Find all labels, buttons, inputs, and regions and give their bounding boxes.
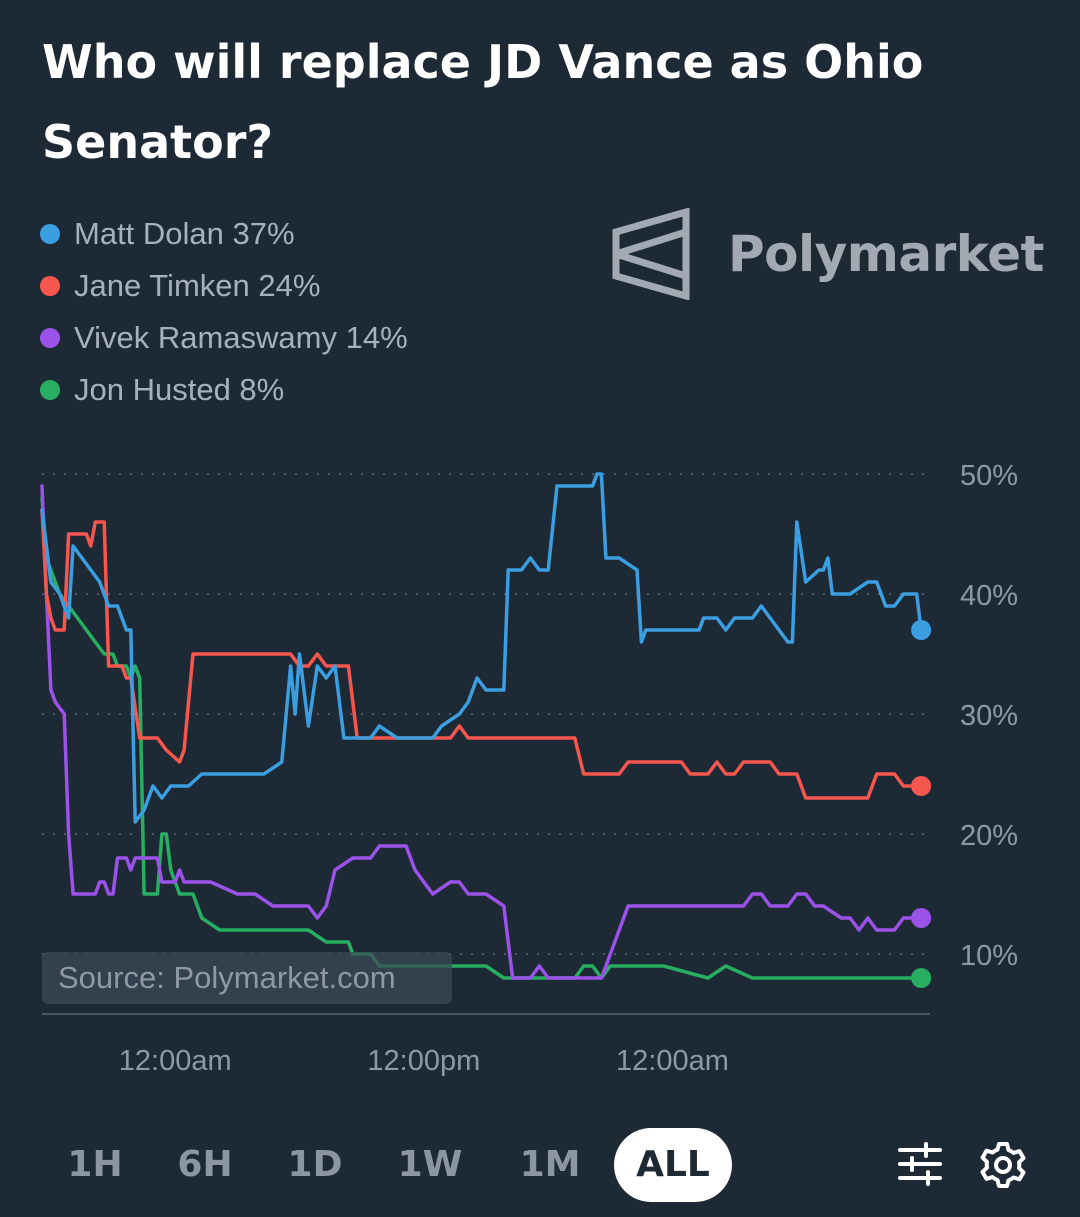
settings-button[interactable] xyxy=(978,1140,1030,1192)
series-line-jane-timken xyxy=(40,508,923,800)
legend-dot-jon-husted xyxy=(40,380,60,400)
brand-name: Polymarket xyxy=(728,225,1044,283)
legend-label: Matt Dolan 37% xyxy=(74,216,295,251)
y-tick-label: 20% xyxy=(960,820,1018,852)
legend-dot-matt-dolan xyxy=(40,224,60,244)
legend-dot-jane-timken xyxy=(40,276,60,296)
sliders-button[interactable] xyxy=(896,1140,948,1192)
series-line-vivek-ramaswamy xyxy=(40,484,923,980)
legend-item-jon-husted[interactable]: Jon Husted 8% xyxy=(40,364,408,416)
timeframe-1d-button[interactable]: 1D xyxy=(287,1144,343,1185)
page-title: Who will replace JD Vance as Ohio Senato… xyxy=(42,35,924,169)
y-tick-label: 40% xyxy=(960,580,1018,612)
timeframe-selector: 1H 6H 1D 1W 1M ALL xyxy=(40,1128,732,1202)
gear-icon xyxy=(980,1142,1026,1188)
timeframe-1w-button[interactable]: 1W xyxy=(397,1144,463,1185)
source-label: Source: Polymarket.com xyxy=(42,952,452,1004)
timeframe-1h-button[interactable]: 1H xyxy=(67,1144,123,1185)
legend-label: Jane Timken 24% xyxy=(74,268,321,303)
timeframe-all-button[interactable]: ALL xyxy=(614,1128,732,1202)
timeframe-6h-button[interactable]: 6H xyxy=(177,1144,233,1185)
chart-legend: Matt Dolan 37% Jane Timken 24% Vivek Ram… xyxy=(40,208,408,416)
series-endpoint-jane-timken[interactable] xyxy=(911,776,932,796)
brand-logo-icon xyxy=(612,208,690,300)
sliders-icon xyxy=(898,1142,942,1186)
legend-dot-vivek-ramaswamy xyxy=(40,328,60,348)
legend-item-jane-timken[interactable]: Jane Timken 24% xyxy=(40,260,408,312)
legend-label: Vivek Ramaswamy 14% xyxy=(74,320,408,355)
series-endpoint-jon-husted[interactable] xyxy=(911,968,932,988)
x-tick-label: 12:00pm xyxy=(367,1045,480,1077)
y-tick-label: 50% xyxy=(960,460,1018,492)
timeframe-1m-button[interactable]: 1M xyxy=(519,1144,581,1185)
brand-logo: Polymarket xyxy=(612,208,1044,300)
legend-item-vivek-ramaswamy[interactable]: Vivek Ramaswamy 14% xyxy=(40,312,408,364)
series-line-matt-dolan xyxy=(40,472,923,824)
legend-label: Jon Husted 8% xyxy=(74,372,285,407)
legend-item-matt-dolan[interactable]: Matt Dolan 37% xyxy=(40,208,408,260)
y-tick-label: 10% xyxy=(960,940,1018,972)
price-history-chart: 10% 20% 30% 40% 50% 12:00am 12:00pm 12:00am xyxy=(40,460,1018,1077)
y-tick-label: 30% xyxy=(960,700,1018,732)
x-tick-label: 12:00am xyxy=(616,1045,729,1077)
x-tick-label: 12:00am xyxy=(119,1045,232,1077)
series-endpoint-matt-dolan[interactable] xyxy=(911,620,932,640)
series-endpoint-vivek-ramaswamy[interactable] xyxy=(911,908,932,928)
